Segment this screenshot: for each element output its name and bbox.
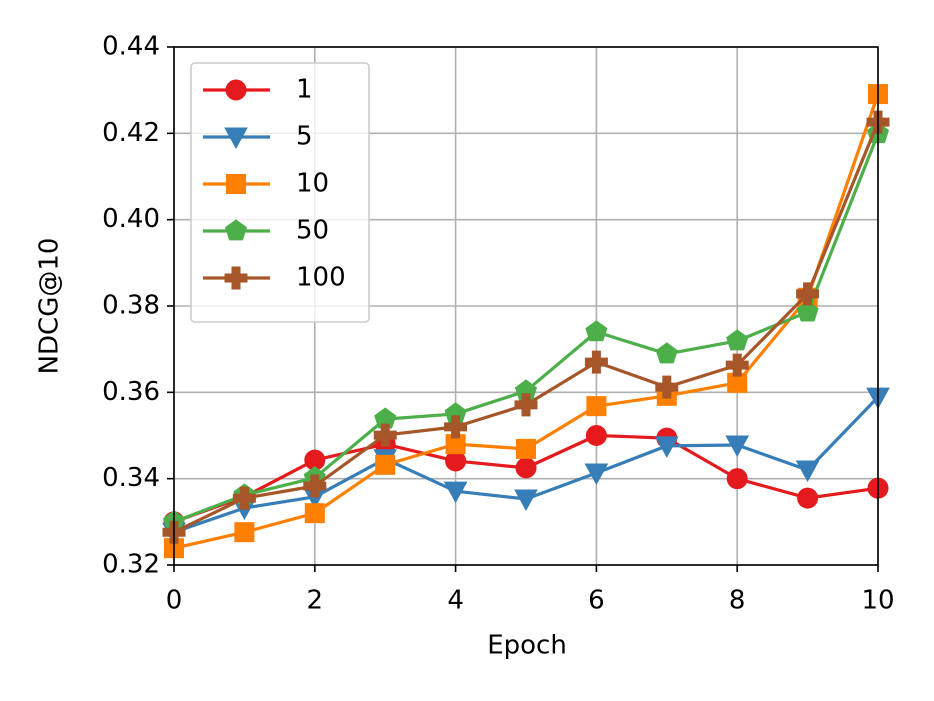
legend-label: 50: [296, 216, 329, 246]
legend-marker: [224, 266, 248, 290]
y-tick-label: 0.44: [102, 32, 160, 62]
marker: [373, 423, 397, 447]
marker: [726, 468, 748, 490]
legend-marker: [225, 79, 247, 101]
marker: [655, 342, 678, 364]
y-tick-label: 0.42: [102, 118, 160, 148]
marker: [585, 425, 607, 446]
marker: [655, 375, 679, 399]
marker: [514, 489, 538, 511]
x-tick-label: 2: [307, 586, 324, 616]
marker: [444, 415, 468, 439]
marker: [303, 474, 327, 498]
x-tick-label: 8: [729, 586, 746, 616]
marker: [586, 396, 607, 417]
legend-marker: [226, 174, 246, 194]
marker: [796, 282, 820, 306]
legend-label: 100: [296, 263, 346, 293]
marker: [795, 460, 820, 483]
x-tick-label: 0: [166, 586, 183, 616]
x-tick-label: 4: [447, 586, 464, 616]
legend-label: 1: [296, 75, 313, 105]
marker: [585, 320, 608, 342]
marker: [797, 487, 819, 509]
x-tick-label: 10: [861, 586, 894, 616]
y-tick-label: 0.36: [102, 377, 160, 407]
marker: [796, 300, 819, 322]
x-axis-label: Epoch: [487, 631, 567, 661]
y-tick-label: 0.34: [102, 463, 160, 493]
marker: [304, 503, 325, 524]
axes-frame: [173, 46, 879, 566]
marker: [584, 350, 608, 374]
marker: [584, 463, 609, 486]
y-tick-label: 0.32: [102, 550, 160, 580]
marker: [443, 481, 468, 504]
legend-label: 10: [296, 169, 329, 199]
x-tick-label: 6: [588, 586, 605, 616]
y-tick-label: 0.40: [102, 204, 160, 234]
marker: [726, 329, 749, 351]
marker: [725, 353, 749, 377]
legend-label: 5: [296, 122, 313, 152]
marker: [515, 457, 537, 479]
marker: [234, 522, 255, 543]
marker: [514, 393, 538, 417]
marker: [654, 436, 679, 458]
marker: [516, 438, 536, 459]
marker: [232, 486, 256, 510]
y-axis-label: NDCG@10: [35, 238, 65, 375]
legend-marker: [224, 127, 248, 150]
marker: [725, 435, 750, 458]
marker: [375, 454, 396, 475]
legend-marker: [224, 219, 248, 241]
y-tick-label: 0.38: [102, 291, 160, 321]
